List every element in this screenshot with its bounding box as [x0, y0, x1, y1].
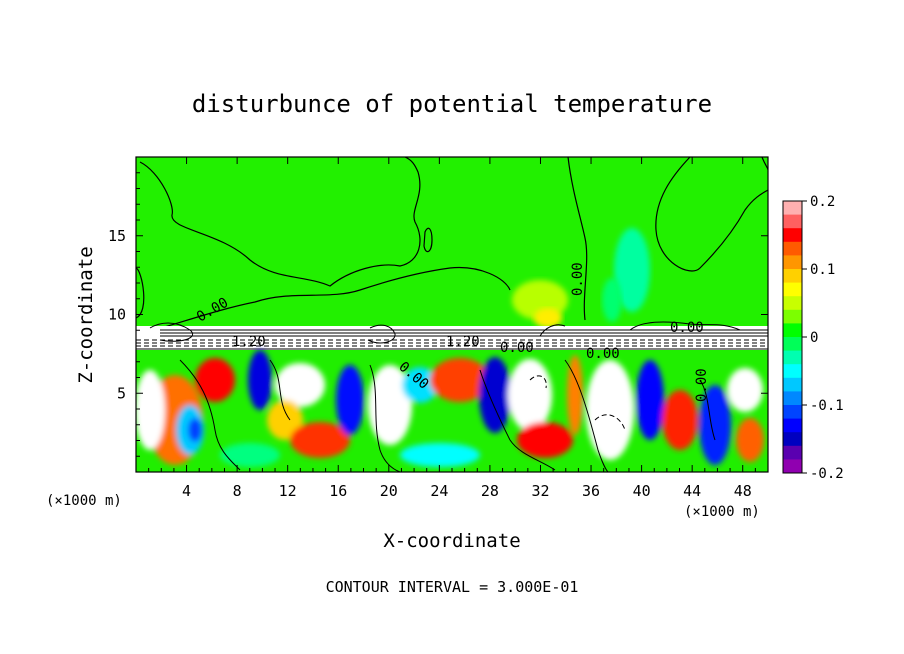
x-tick-label: 44	[683, 482, 701, 500]
colorbar-swatch	[783, 241, 802, 256]
colorbar-swatch	[783, 228, 802, 243]
colorbar-swatch	[783, 350, 802, 365]
colorbar: 0.2 0.1 0 -0.1 -0.2	[782, 194, 844, 482]
contour-label: 0.00	[570, 262, 586, 296]
x-tick-label: 36	[582, 482, 600, 500]
x-tick-label: 16	[329, 482, 347, 500]
contour-interval-note: CONTOUR INTERVAL = 3.000E-01	[326, 578, 579, 596]
colorbar-swatch	[783, 377, 802, 392]
colorbar-swatch	[783, 296, 802, 311]
contour-line	[136, 157, 421, 319]
colorbar-swatch	[783, 432, 802, 447]
x-tick-label: 4	[182, 482, 191, 500]
plot-area	[136, 157, 768, 472]
lower-contours	[179, 359, 716, 472]
colorbar-swatch	[783, 255, 802, 270]
x-tick-label: 48	[734, 482, 752, 500]
colorbar-tick-label: 0.2	[810, 194, 835, 210]
colorbar-swatch	[783, 309, 802, 324]
colorbar-swatch	[783, 269, 802, 284]
x-tick-label: 28	[481, 482, 499, 500]
colorbar-swatch	[783, 418, 802, 433]
colorbar-swatch	[783, 282, 802, 297]
x-unit-left: (×1000 m)	[46, 493, 122, 509]
contour-label: 0.00	[694, 368, 710, 402]
chart-title: disturbunce of potential temperature	[192, 90, 712, 118]
x-unit-right: (×1000 m)	[684, 504, 760, 520]
colorbar-tick-label: 0	[810, 330, 818, 346]
colorbar-tick-label: -0.1	[810, 398, 844, 414]
lower-blobs	[136, 350, 764, 467]
x-tick-label: 32	[531, 482, 549, 500]
contour-label: 0.00	[586, 346, 620, 362]
x-axis: 4 8 12 16 20 24 28 32 36 40 44 48	[148, 157, 756, 500]
y-tick-label: 5	[117, 384, 126, 402]
colorbar-swatch	[783, 459, 802, 474]
contour-label: 1.20	[446, 334, 480, 350]
y-tick-label: 10	[108, 306, 126, 324]
x-tick-label: 8	[233, 482, 242, 500]
x-tick-label: 24	[430, 482, 448, 500]
colorbar-tick-label: 0.1	[810, 262, 835, 278]
colorbar-swatch	[783, 214, 802, 229]
contour-label: 0.00	[500, 340, 534, 356]
contour-label: 1.20	[232, 334, 266, 350]
cool-patch-2	[602, 278, 622, 322]
colorbar-tick-label: -0.2	[810, 466, 844, 482]
colorbar-swatch	[783, 201, 802, 216]
contour-line	[423, 227, 433, 253]
colorbar-swatch	[783, 364, 802, 379]
colorbar-swatch	[783, 323, 802, 338]
y-axis-label: Z-coordinate	[75, 246, 97, 383]
warm-patch-2	[534, 308, 562, 328]
colorbar-swatch	[783, 445, 802, 460]
contour-line	[567, 157, 768, 321]
y-tick-label: 15	[108, 227, 126, 245]
cool-patch	[614, 228, 650, 312]
contour-label: 0.00	[670, 320, 704, 336]
y-axis: 5 10 15	[108, 172, 768, 457]
inversion-contours	[136, 321, 768, 350]
x-tick-label: 12	[279, 482, 297, 500]
colorbar-swatch	[783, 391, 802, 406]
colorbar-swatch	[783, 337, 802, 352]
x-tick-label: 20	[380, 482, 398, 500]
x-tick-label: 40	[633, 482, 651, 500]
contour-line	[136, 266, 511, 336]
x-axis-label: X-coordinate	[383, 530, 520, 552]
upper-field	[136, 157, 768, 329]
colorbar-swatch	[783, 405, 802, 420]
